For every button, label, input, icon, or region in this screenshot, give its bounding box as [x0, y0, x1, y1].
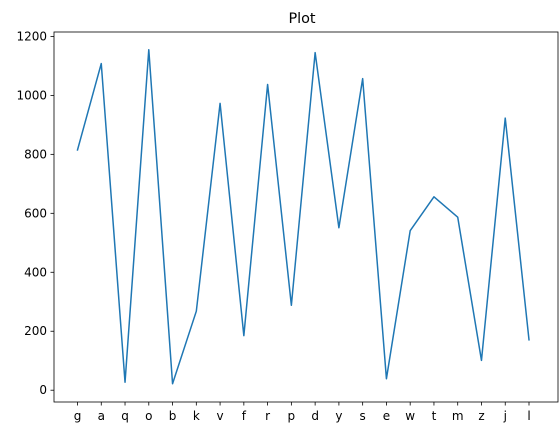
series-layer — [76, 48, 530, 385]
x-tick-label: d — [311, 409, 319, 423]
x-tick-label: e — [383, 409, 390, 423]
series-line — [76, 48, 530, 385]
x-tick-label: g — [74, 409, 82, 423]
x-tick-label: j — [503, 409, 507, 423]
y-tick-label: 400 — [24, 265, 47, 279]
axes-layer — [53, 31, 559, 403]
x-tick-label: z — [478, 409, 484, 423]
plot-frame — [53, 31, 559, 403]
x-tick-label: o — [145, 409, 152, 423]
x-tick-label: q — [121, 409, 129, 423]
x-tick-label: k — [193, 409, 200, 423]
y-tick-label: 800 — [24, 147, 47, 161]
x-tick-label: y — [335, 409, 342, 423]
y-tick-label: 1000 — [16, 88, 47, 102]
y-tick-label: 1200 — [16, 29, 47, 43]
y-tick-label: 200 — [24, 324, 47, 338]
x-tick-label: a — [98, 409, 105, 423]
ticks-layer: 0 200 400 600 800 1000 1200 g a q o b k v f r p d y s e w t m z j… — [16, 29, 530, 423]
x-tick-label: w — [405, 409, 415, 423]
x-tick-label: t — [432, 409, 437, 423]
chart-title: Plot — [288, 11, 315, 27]
x-tick-label: b — [169, 409, 177, 423]
x-tick-label: f — [242, 409, 247, 423]
x-tick-label: p — [288, 409, 296, 423]
x-tick-label: s — [360, 409, 366, 423]
x-tick-label: l — [527, 409, 530, 423]
y-tick-label: 0 — [39, 383, 47, 397]
x-tick-label: m — [452, 409, 464, 423]
y-tick-label: 600 — [24, 206, 47, 220]
x-tick-label: r — [265, 409, 270, 423]
x-tick-label: v — [217, 409, 224, 423]
